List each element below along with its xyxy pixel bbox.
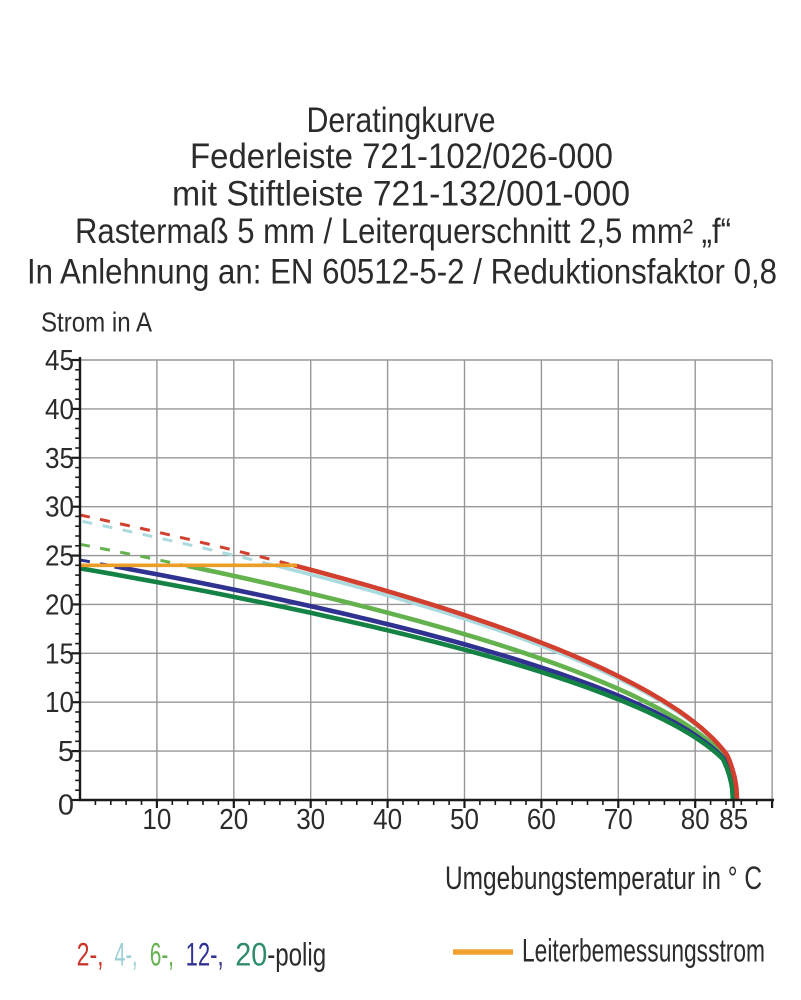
svg-text:40: 40 [373, 804, 402, 836]
svg-text:Deratingkurve: Deratingkurve [307, 101, 496, 140]
svg-text:50: 50 [450, 804, 479, 836]
svg-text:70: 70 [604, 804, 633, 836]
svg-text:25: 25 [45, 541, 74, 573]
svg-text:15: 15 [45, 638, 74, 670]
svg-text:mit Stiftleiste 721-132/001-00: mit Stiftleiste 721-132/001-000 [172, 175, 630, 214]
svg-text:-polig: -polig [267, 936, 326, 972]
svg-text:20: 20 [219, 804, 248, 836]
svg-text:60: 60 [527, 804, 556, 836]
svg-text:Leiterbemessungsstrom: Leiterbemessungsstrom [522, 933, 765, 969]
svg-text:2-,: 2-, [77, 936, 104, 972]
svg-text:80: 80 [681, 804, 710, 836]
svg-text:45: 45 [45, 345, 74, 377]
svg-text:20: 20 [235, 936, 267, 972]
svg-text:5: 5 [58, 736, 74, 768]
svg-text:85: 85 [719, 804, 748, 836]
svg-text:10: 10 [142, 804, 171, 836]
svg-text:10: 10 [45, 687, 74, 719]
svg-text:40: 40 [45, 394, 74, 426]
svg-text:Strom in A: Strom in A [41, 306, 152, 337]
svg-text:6-,: 6-, [150, 936, 174, 972]
svg-text:35: 35 [45, 443, 74, 475]
svg-text:Umgebungstemperatur in ° C: Umgebungstemperatur in ° C [445, 860, 762, 896]
svg-text:4-,: 4-, [115, 936, 138, 972]
svg-text:Federleiste 721-102/026-000: Federleiste 721-102/026-000 [190, 137, 613, 176]
svg-text:12-,: 12-, [186, 936, 224, 972]
svg-text:20: 20 [45, 589, 74, 621]
svg-text:30: 30 [45, 492, 74, 524]
svg-text:30: 30 [296, 804, 325, 836]
svg-text:0: 0 [58, 790, 74, 822]
svg-text:Rastermaß 5 mm / Leiterquersch: Rastermaß 5 mm / Leiterquerschnitt 2,5 m… [75, 212, 731, 251]
svg-text:In Anlehnung an: EN 60512-5-2: In Anlehnung an: EN 60512-5-2 / Reduktio… [27, 253, 777, 292]
